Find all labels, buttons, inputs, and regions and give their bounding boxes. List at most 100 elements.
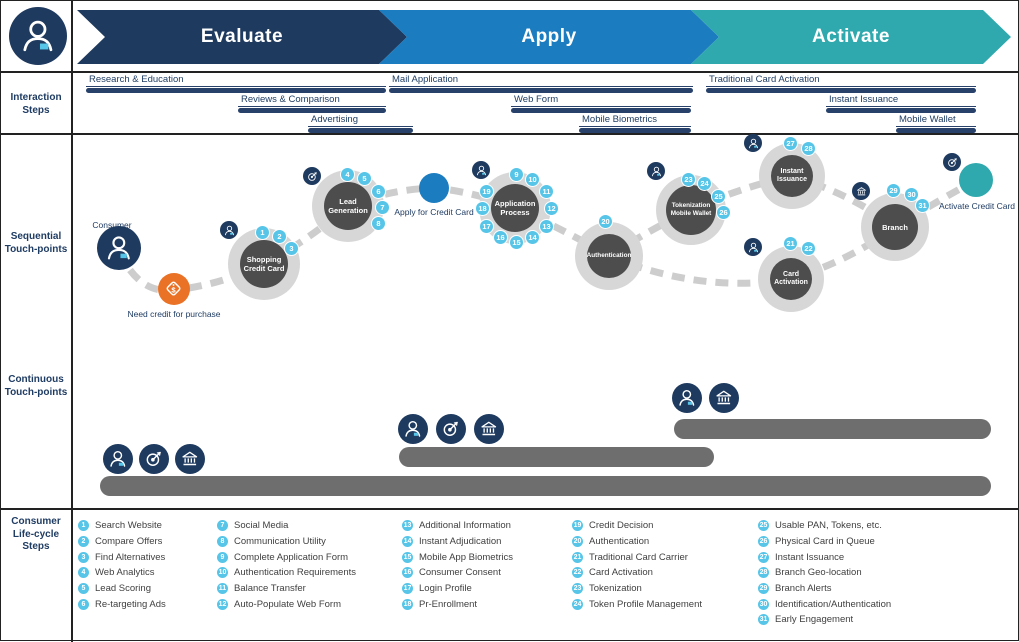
legend-label: Communication Utility [234,536,326,548]
legend-item: 23 Tokenization [572,581,702,597]
legend-label: Traditional Card Carrier [589,551,688,563]
node-label: Card Activation [770,258,812,300]
legend-label: Branch Alerts [775,583,832,595]
legend-item: 7 Social Media [217,518,356,534]
step-badge: 15 [509,235,524,250]
legend-column-1: 1 Search Website 2 Compare Offers 3 Find Al… [78,518,166,612]
legend-item: 21 Traditional Card Carrier [572,549,702,565]
step-badge: 27 [783,136,798,151]
target-icon [436,414,466,444]
legend-item: 14 Instant Adjudication [402,534,513,550]
journey-node-instant-issuance: Instant Issuance [759,143,825,209]
step-badge: 21 [783,236,798,251]
person-icon [744,134,762,152]
legend-item: 10 Authentication Requirements [217,565,356,581]
legend-label: Balance Transfer [234,583,306,595]
legend-label: Token Profile Management [589,598,703,610]
continuous-bar [399,447,714,467]
legend-item: 28 Branch Geo-location [758,565,891,581]
legend-column-5: 25 Usable PAN, Tokens, etc. 26 Physical Ca… [758,518,891,628]
legend-item: 12 Auto-Populate Web Form [217,596,356,612]
legend-badge: 23 [572,583,583,595]
node-label: Lead Generation [324,182,372,230]
step-badge: 14 [525,230,540,245]
legend-badge: 9 [217,551,228,563]
interaction-step: Mail Application [389,74,693,93]
interaction-step: Advertising [308,114,413,133]
legend-badge: 17 [402,583,413,595]
rail-label-lifecycle-steps: Consumer Life-cycle Steps [11,516,61,552]
legend-badge: 8 [217,536,228,548]
step-badge: 16 [493,230,508,245]
legend-item: 20 Authentication [572,534,702,550]
legend-badge: 28 [758,567,769,579]
journey-node-lead-generation: Lead Generation [312,170,384,242]
legend-label: Mobile App Biometrics [419,551,513,563]
legend-label: Search Website [95,520,162,532]
journey-node-card-activation: Card Activation [758,246,824,312]
step-badge: 7 [375,200,390,215]
legend-badge: 25 [758,520,769,532]
interaction-step: Traditional Card Activation [706,74,976,93]
legend-badge: 18 [402,598,413,610]
interaction-step-bar [238,108,386,113]
step-badge: 2 [272,229,287,244]
divider-rail [71,1,73,642]
interaction-step: Web Form [511,94,691,113]
phase-arrow-evaluate: Evaluate [77,10,407,64]
legend-badge: 7 [217,520,228,532]
step-badge: 24 [697,176,712,191]
consumer-node [97,226,141,270]
legend-label: Physical Card in Queue [775,536,875,548]
legend-item: 1 Search Website [78,518,166,534]
consumer-label: Consumer [92,220,132,230]
journey-node-shopping-credit-card: Shopping Credit Card [228,228,300,300]
legend-item: 13 Additional Information [402,518,513,534]
interaction-step-label: Advertising [308,114,413,127]
legend-badge: 6 [78,598,89,610]
legend-badge: 22 [572,567,583,579]
phase-arrow-apply: Apply [379,10,719,64]
legend-item: 26 Physical Card in Queue [758,534,891,550]
interaction-step-label: Traditional Card Activation [706,74,976,87]
rail-label-sequential-touchpoints: Sequential Touch-points [4,231,68,255]
legend-label: Consumer Consent [419,567,501,579]
interaction-step-label: Web Form [511,94,691,107]
step-badge: 8 [371,216,386,231]
legend-label: Web Analytics [95,567,155,579]
interaction-step-label: Mobile Biometrics [579,114,691,127]
continuous-bar [674,419,991,439]
rail-label-interaction-steps: Interaction Steps [10,92,62,116]
legend-item: 16 Consumer Consent [402,565,513,581]
legend-item: 19 Credit Decision [572,518,702,534]
interaction-step-bar [706,88,976,93]
legend-badge: 13 [402,520,413,532]
activate-credit-card-label: Activate Credit Card [938,201,1016,211]
legend-item: 29 Branch Alerts [758,581,891,597]
node-label: Branch [872,204,918,250]
legend-badge: 29 [758,583,769,595]
phase-label: Apply [521,26,577,47]
person-icon [647,162,665,180]
interaction-step: Reviews & Comparison [238,94,386,113]
legend-badge: 30 [758,598,769,610]
journey-node-authentication: Authentication [575,222,643,290]
legend-badge: 27 [758,551,769,563]
step-badge: 26 [716,205,731,220]
bank-icon [474,414,504,444]
legend-item: 2 Compare Offers [78,534,166,550]
person-icon [220,221,238,239]
interaction-step-bar [308,128,413,133]
legend-label: Tokenization [589,583,642,595]
legend-badge: 26 [758,536,769,548]
legend-label: Early Engagement [775,614,854,626]
legend-badge: 20 [572,536,583,548]
legend-column-2: 7 Social Media 8 Communication Utility 9 Co… [217,518,356,612]
legend-badge: 3 [78,551,89,563]
legend-badge: 4 [78,567,89,579]
legend-label: Re-targeting Ads [95,598,166,610]
step-badge: 4 [340,167,355,182]
interaction-step: Instant Issuance [826,94,976,113]
person-icon [744,238,762,256]
